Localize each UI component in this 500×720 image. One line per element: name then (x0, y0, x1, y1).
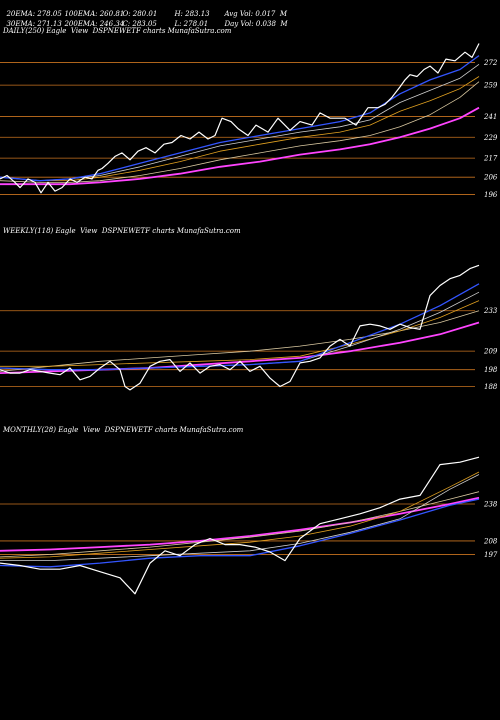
weekly-ema50-line (0, 300, 480, 367)
weekly-tick-label-188: 188 (484, 383, 498, 391)
low-value: L: 278.01 (174, 20, 209, 28)
monthly-ema200-line (0, 496, 480, 552)
monthly-chart: 238 208 197 (0, 456, 498, 595)
monthly-ema50-line (0, 471, 480, 559)
weekly-ema20-line (0, 283, 480, 371)
weekly-tick-label-209: 209 (483, 348, 498, 356)
daily-tick-label-272: 272 (483, 59, 498, 67)
daily-tick-label-241: 241 (483, 113, 497, 121)
daily-ema50-line (0, 76, 480, 182)
daily-ema30-line (0, 63, 480, 182)
high-value: H: 283.13 (174, 10, 210, 18)
monthly-tick-label-197: 197 (484, 551, 498, 559)
monthly-ema100-line (0, 491, 480, 558)
day-vol-value: Day Vol: 0.038 M (224, 20, 288, 28)
weekly-tick-label-198: 198 (484, 366, 498, 374)
monthly-ema20-line (0, 498, 480, 568)
daily-ema200-line (0, 106, 480, 186)
daily-tick-label-206: 206 (483, 174, 498, 182)
header-row-2: 30EMA: 271.13 200EMA: 246.34C: 283.05 L: 2… (2, 12, 288, 28)
open-value: O: 280.01 (122, 10, 158, 18)
daily-tick-label-217: 217 (483, 155, 498, 163)
monthly-ema30-line (0, 474, 480, 561)
daily-price-line (0, 43, 480, 194)
daily-ema20-line (0, 55, 480, 182)
header-row-1: 20EMA: 278.05 100EMA: 260.81O: 280.01 H: 2… (2, 2, 287, 18)
daily-ema100-line (0, 81, 480, 183)
daily-tick-label-196: 196 (484, 191, 498, 199)
weekly-tick-label-233: 233 (483, 307, 498, 315)
ema100-value: 100EMA: 260.81 (64, 10, 125, 18)
daily-tick-label-229: 229 (483, 134, 498, 142)
weekly-ema30-line (0, 291, 480, 371)
daily-panel-label: DAILY(250) Eagle View DSPNEWETF charts M… (3, 27, 232, 35)
daily-tick-label-259: 259 (483, 82, 498, 90)
weekly-price-line (0, 264, 480, 391)
monthly-tick-label-208: 208 (483, 537, 498, 545)
weekly-chart: 233 209 198 188 (0, 264, 498, 391)
monthly-tick-label-238: 238 (483, 501, 498, 509)
monthly-panel-label: MONTHLY(28) Eagle View DSPNEWETF charts … (3, 426, 244, 434)
ema200-value: 200EMA: 246.34 (64, 20, 125, 28)
daily-chart: 272 259 241 229 217 206 196 (0, 43, 498, 199)
ema30-value: 30EMA: 271.13 (6, 20, 62, 28)
monthly-price-line (0, 456, 480, 595)
weekly-panel-label: WEEKLY(118) Eagle View DSPNEWETF charts … (3, 227, 241, 235)
avg-vol-value: Avg Vol: 0.017 M (224, 10, 287, 18)
ema20-value: 20EMA: 278.05 (6, 10, 62, 18)
close-value: C: 283.05 (122, 20, 157, 28)
